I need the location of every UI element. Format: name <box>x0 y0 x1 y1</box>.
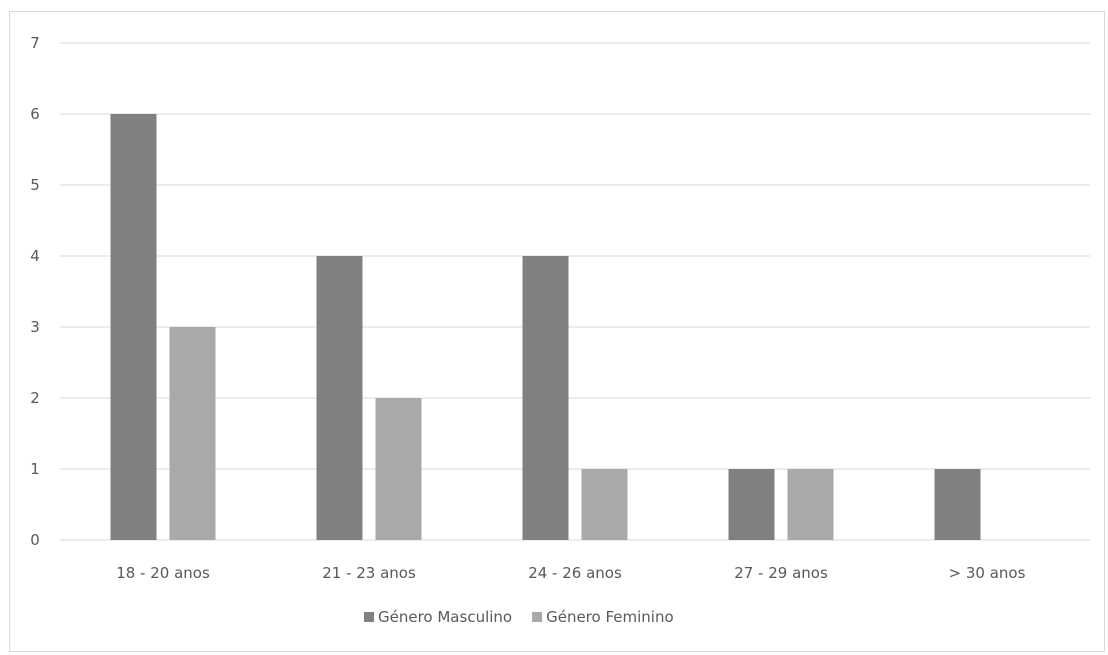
bar-feminino <box>169 327 216 540</box>
y-axis-ticks: 0 1 2 3 4 5 6 7 <box>30 34 40 549</box>
bar-feminino <box>787 469 834 540</box>
y-tick-label: 7 <box>30 34 40 52</box>
bars <box>110 114 981 540</box>
legend-swatch <box>532 612 543 622</box>
y-tick-label: 0 <box>30 531 40 549</box>
y-tick-label: 2 <box>30 389 40 407</box>
bar-masculino <box>316 256 363 540</box>
legend-label: Género Masculino <box>378 608 512 626</box>
bar-masculino <box>110 114 157 540</box>
bar-masculino <box>522 256 569 540</box>
bar-feminino <box>581 469 628 540</box>
legend-label: Género Feminino <box>546 608 674 626</box>
gridlines <box>60 42 1090 541</box>
bar-feminino <box>375 398 422 540</box>
y-tick-label: 3 <box>30 318 40 336</box>
legend-swatch <box>364 612 374 622</box>
y-tick-label: 5 <box>30 176 40 194</box>
x-tick-label: 21 - 23 anos <box>322 564 416 582</box>
y-tick-label: 4 <box>30 247 40 265</box>
x-tick-label: > 30 anos <box>949 564 1026 582</box>
legend: Género Masculino Género Feminino <box>364 608 674 626</box>
x-tick-label: 24 - 26 anos <box>528 564 622 582</box>
x-axis-ticks: 18 - 20 anos 21 - 23 anos 24 - 26 anos 27 -… <box>116 564 1025 582</box>
bar-masculino <box>934 469 981 540</box>
x-tick-label: 18 - 20 anos <box>116 564 210 582</box>
y-tick-label: 6 <box>30 105 40 123</box>
y-tick-label: 1 <box>30 460 40 478</box>
bar-masculino <box>728 469 775 540</box>
x-tick-label: 27 - 29 anos <box>734 564 828 582</box>
